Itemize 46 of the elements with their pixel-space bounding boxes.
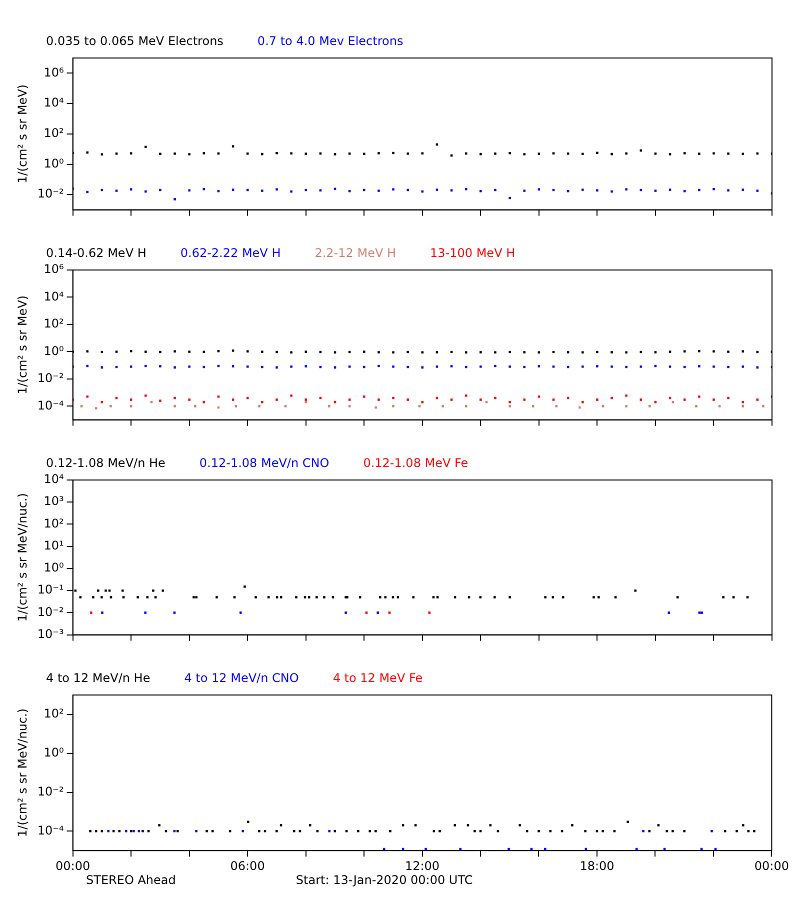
y-axis-title: 1/(cm² s sr MeV) <box>15 295 30 394</box>
legend-label: 4 to 12 MeV Fe <box>332 671 423 686</box>
y-tick-label: 10⁻² <box>37 784 64 798</box>
y-tick-label: 10¹ <box>44 538 64 552</box>
y-axis-title: 1/(cm² s sr MeV) <box>15 84 30 184</box>
text: 0.035 to 0.065 MeV Electrons <box>46 34 224 48</box>
text: Start: 13-Jan-2020 00:00 UTC <box>296 873 473 887</box>
y-tick-label: 10⁻⁴ <box>37 398 64 412</box>
y-tick-label: 10⁴ <box>44 289 64 304</box>
text: 2.2-12 MeV H <box>314 246 396 260</box>
y-tick-label: 10⁻³ <box>37 626 64 641</box>
text: 0.12-1.08 MeV/n He <box>46 456 166 470</box>
text: 0.62-2.22 MeV H <box>180 246 281 260</box>
y-tick-label: 10⁻⁴ <box>37 823 64 838</box>
text: 0.14-0.62 MeV H <box>46 246 146 260</box>
text: 4 to 12 MeV/n He <box>46 671 150 686</box>
x-tick-label: 00:00 <box>56 858 90 873</box>
y-axis-title: 1/(cm² s sr MeV/nuc.) <box>15 708 30 838</box>
y-tick-label: 10² <box>44 706 64 721</box>
text: 0.12-1.08 MeV/n CNO <box>199 456 330 470</box>
y-tick-label: 10⁴ <box>44 96 64 110</box>
y-tick-label: 10⁻² <box>37 604 64 619</box>
y-tick-label: 10⁴ <box>44 472 64 486</box>
y-tick-label: 10⁻² <box>37 371 64 386</box>
y-tick-label: 10² <box>44 126 64 140</box>
y-tick-label: 10⁰ <box>44 560 64 575</box>
y-tick-label: 10² <box>44 316 64 331</box>
y-tick-label: 10⁰ <box>44 745 64 760</box>
y-tick-label: 10⁻² <box>37 186 64 201</box>
x-tick-label: 06:00 <box>230 858 265 873</box>
text: 4 to 12 MeV/n CNO <box>184 671 299 686</box>
y-tick-label: 10³ <box>44 494 64 508</box>
y-tick-label: 10⁰ <box>44 344 64 358</box>
x-tick-label: 00:00 <box>754 858 790 873</box>
y-tick-label: 10⁰ <box>44 156 64 170</box>
y-tick-label: 10⁶ <box>44 65 64 80</box>
x-tick-label: 12:00 <box>404 858 440 873</box>
y-tick-label: 10⁻¹ <box>37 582 64 597</box>
text: 0.7 to 4.0 Mev Electrons <box>257 34 404 48</box>
y-tick-label: 10² <box>44 516 64 530</box>
text: 13-100 MeV H <box>430 246 516 260</box>
y-tick-label: 10⁶ <box>44 262 64 276</box>
text: 0.12-1.08 MeV Fe <box>363 456 468 470</box>
text: STEREO Ahead <box>86 873 176 887</box>
y-axis-title: 1/(cm² s sr MeV/nuc.) <box>15 493 30 622</box>
x-tick-label: 18:00 <box>580 858 614 873</box>
